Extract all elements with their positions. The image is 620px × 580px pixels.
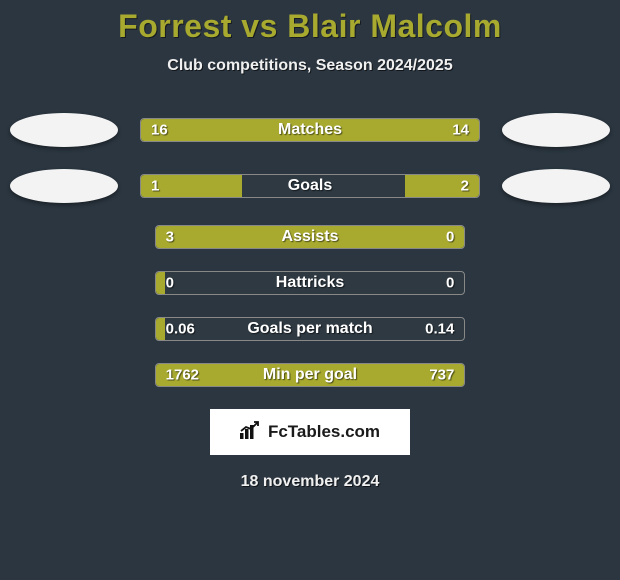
stat-row: 0.06 0.14 Goals per match [0,317,620,341]
stat-label: Goals [288,177,332,195]
stat-label: Hattricks [276,274,344,292]
player-badge-left [10,113,118,147]
stat-label: Assists [282,228,339,246]
player-badge-right [502,169,610,203]
stat-value-left: 0 [166,275,174,292]
stat-row: 16 14 Matches [0,113,620,147]
stat-value-right: 2 [461,178,469,195]
logo-box: FcTables.com [210,409,410,455]
stat-label: Goals per match [247,320,372,338]
stat-bar: 0.06 0.14 Goals per match [155,317,466,341]
bar-left-fill [156,272,165,294]
comparison-infographic: Forrest vs Blair Malcolm Club competitio… [0,0,620,491]
stat-label: Matches [278,121,342,139]
bar-left-fill [156,318,165,340]
stat-value-right: 0.14 [425,321,454,338]
stat-value-right: 14 [452,122,469,139]
subtitle: Club competitions, Season 2024/2025 [0,57,620,75]
stat-label: Min per goal [263,366,357,384]
player-badge-left [10,169,118,203]
stat-value-left: 1 [151,178,159,195]
logo-text: FcTables.com [268,422,380,442]
stat-row: 3 0 Assists [0,225,620,249]
stat-value-left: 1762 [166,367,199,384]
stat-bar: 0 0 Hattricks [155,271,466,295]
page-title: Forrest vs Blair Malcolm [0,8,620,45]
stat-row: 0 0 Hattricks [0,271,620,295]
date-text: 18 november 2024 [0,473,620,491]
stat-row: 1 2 Goals [0,169,620,203]
stat-value-left: 0.06 [166,321,195,338]
stat-rows: 16 14 Matches 1 2 Goals 3 0 Assists 0 0 Hattricks 0.… [0,113,620,387]
stat-value-left: 3 [166,229,174,246]
stat-value-right: 737 [429,367,454,384]
stat-bar: 3 0 Assists [155,225,466,249]
stat-bar: 1 2 Goals [140,174,480,198]
stat-value-left: 16 [151,122,168,139]
chart-icon [240,421,262,444]
stat-bar: 1762 737 Min per goal [155,363,466,387]
stat-value-right: 0 [446,229,454,246]
bar-left-fill [156,226,397,248]
stat-bar: 16 14 Matches [140,118,480,142]
stat-row: 1762 737 Min per goal [0,363,620,387]
stat-value-right: 0 [446,275,454,292]
player-badge-right [502,113,610,147]
